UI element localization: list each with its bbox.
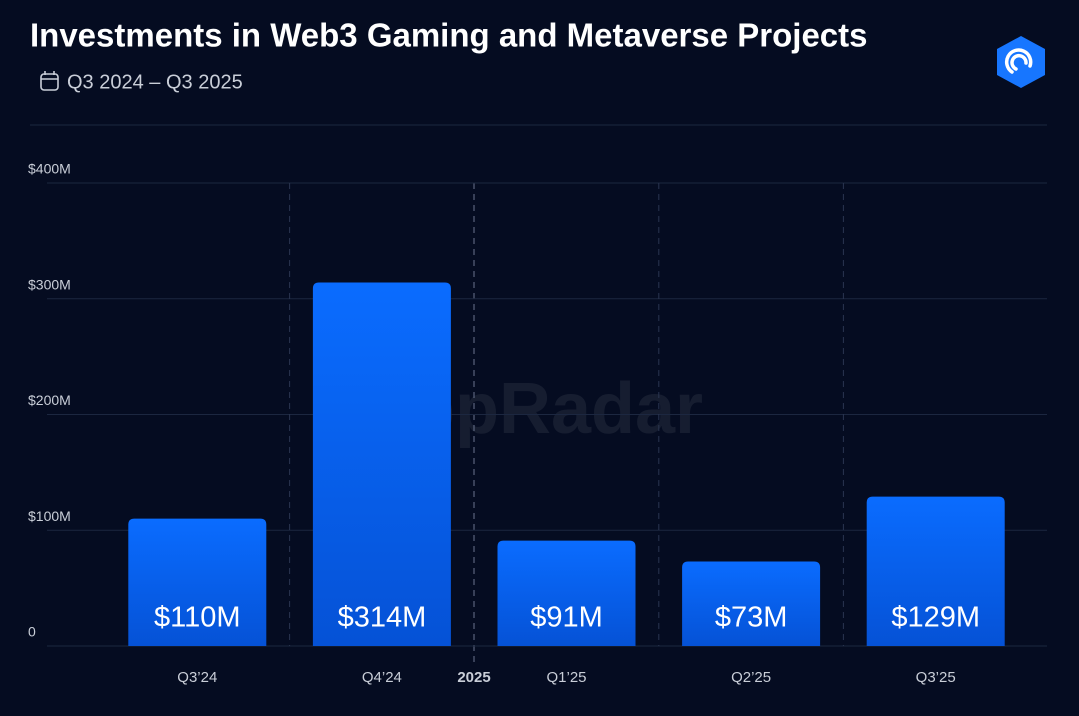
logo xyxy=(997,36,1045,88)
bar xyxy=(312,282,451,646)
y-tick-label: $200M xyxy=(28,392,71,408)
x-tick-label: Q1’25 xyxy=(546,669,586,686)
y-tick-label: 0 xyxy=(28,624,36,640)
chart-subtitle: Q3 2024 – Q3 2025 xyxy=(67,71,243,93)
bar xyxy=(682,561,821,646)
bar xyxy=(128,518,267,646)
chart-title: Investments in Web3 Gaming and Metaverse… xyxy=(30,17,868,54)
calendar-icon xyxy=(40,71,59,91)
x-tick-label: Q3’25 xyxy=(916,669,956,686)
x-tick-label: Q4’24 xyxy=(362,669,402,686)
value-label: $73M xyxy=(715,602,788,634)
value-label: $91M xyxy=(530,602,603,634)
value-label: $110M xyxy=(154,602,241,634)
y-tick-label: $300M xyxy=(28,276,71,292)
bar xyxy=(866,496,1005,646)
x-tick-label: Q2’25 xyxy=(731,669,771,686)
year-marker: 2025 xyxy=(457,669,490,686)
value-label: $129M xyxy=(891,602,980,634)
y-tick-label: $400M xyxy=(28,161,71,177)
x-tick-label: Q3’24 xyxy=(177,669,217,686)
value-label: $314M xyxy=(338,602,427,634)
bar xyxy=(497,540,636,646)
y-tick-label: $100M xyxy=(28,508,71,524)
